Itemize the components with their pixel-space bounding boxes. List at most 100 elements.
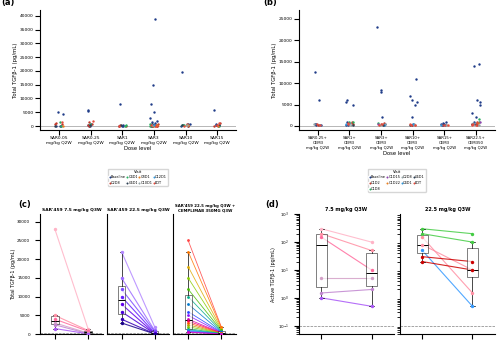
Point (180, 123, 188, 128)
Point (184, 309, 192, 314)
Point (410, 122, 418, 128)
Point (184, 316, 192, 322)
Point (217, 331, 225, 336)
Point (152, 122, 160, 128)
Point (150, 324, 158, 329)
Point (475, 119, 483, 124)
Point (374, 120, 382, 125)
Point (216, 122, 224, 128)
Point (51, 316, 59, 322)
Point (318, 295, 326, 301)
Point (184, 123, 192, 128)
Point (114, 123, 122, 129)
Point (146, 121, 154, 127)
Point (180, 122, 188, 128)
Point (154, 121, 162, 127)
Point (374, 121, 382, 127)
Point (344, 98, 351, 103)
Point (468, 290, 476, 296)
Point (318, 235, 326, 240)
Point (344, 121, 351, 127)
Point (368, 267, 376, 273)
Point (51, 322, 59, 328)
Point (118, 275, 126, 281)
Point (150, 330, 158, 336)
Point (468, 121, 476, 127)
Point (52, 121, 60, 126)
Point (84, 331, 92, 337)
Point (476, 102, 484, 107)
Point (59, 123, 67, 129)
Point (184, 318, 192, 324)
Point (88, 121, 96, 127)
Point (376, 122, 384, 128)
Point (317, 122, 325, 128)
Point (345, 121, 353, 127)
Point (84, 331, 92, 336)
Point (182, 123, 190, 128)
Title: 7.5 mg/kg Q3W: 7.5 mg/kg Q3W (326, 207, 368, 212)
Point (378, 115, 386, 120)
Point (183, 122, 191, 127)
Point (412, 76, 420, 81)
Point (318, 276, 326, 281)
Point (217, 330, 225, 336)
Point (377, 89, 385, 94)
Point (348, 120, 356, 125)
Title: SAR'459 22.5 mg/kg Q3W +
CEMPLIMAB 350MG Q3W: SAR'459 22.5 mg/kg Q3W + CEMPLIMAB 350MG… (174, 204, 235, 212)
Point (215, 122, 223, 128)
Point (378, 122, 386, 128)
X-axis label: Dose level: Dose level (384, 151, 410, 156)
Point (468, 110, 476, 116)
Point (87, 121, 95, 127)
Point (184, 329, 192, 335)
Point (118, 301, 126, 307)
Point (84, 330, 92, 336)
Point (58, 119, 66, 125)
PathPatch shape (118, 286, 125, 314)
PathPatch shape (151, 331, 158, 333)
Point (56, 120, 64, 125)
Point (150, 82, 158, 87)
Point (406, 93, 414, 99)
Y-axis label: Total TGFβ-1 (pg/mL): Total TGFβ-1 (pg/mL) (14, 43, 18, 98)
Point (316, 122, 324, 128)
Point (85, 119, 93, 125)
Point (418, 231, 426, 236)
Point (214, 123, 222, 128)
Point (150, 331, 158, 337)
Point (470, 63, 478, 69)
Point (368, 276, 376, 281)
Point (148, 119, 156, 125)
Point (418, 235, 426, 240)
Point (408, 115, 416, 120)
Point (349, 120, 357, 125)
Point (418, 226, 426, 232)
Point (413, 100, 421, 105)
Point (148, 121, 156, 127)
PathPatch shape (366, 253, 377, 286)
Point (179, 122, 187, 128)
Point (217, 328, 225, 334)
Point (116, 101, 124, 107)
X-axis label: Dose level: Dose level (124, 146, 152, 151)
PathPatch shape (316, 235, 327, 287)
Point (440, 121, 448, 127)
Point (217, 331, 225, 337)
Point (178, 123, 186, 128)
Point (217, 330, 225, 335)
Point (368, 239, 376, 245)
Point (184, 322, 192, 328)
Point (473, 120, 481, 125)
Point (347, 122, 355, 128)
Point (178, 122, 186, 128)
Point (213, 122, 221, 128)
Point (184, 122, 192, 127)
Y-axis label: Active TGFβ-1 (pg/mL): Active TGFβ-1 (pg/mL) (272, 247, 276, 302)
Point (368, 287, 376, 292)
Point (468, 121, 476, 127)
Point (312, 121, 320, 127)
Point (406, 121, 414, 127)
Point (150, 328, 158, 334)
Point (408, 122, 416, 128)
